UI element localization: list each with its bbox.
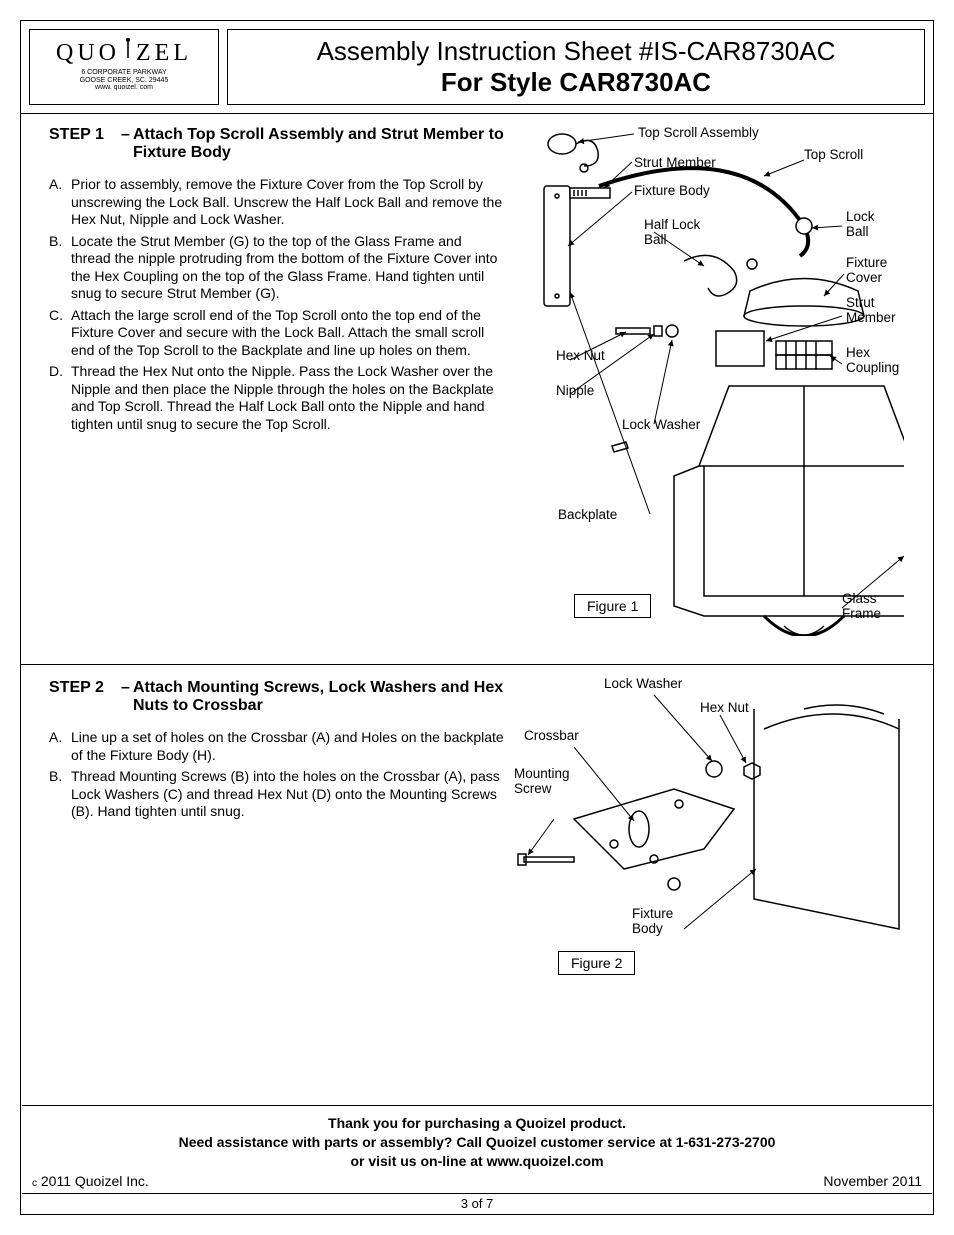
callout-nipple: Nipple [556,384,594,399]
logo-left: QUO [56,40,120,66]
step2-dash: – [121,679,133,715]
footer-message: Thank you for purchasing a Quoizel produ… [22,1105,932,1173]
callout-lock-ball: Lock Ball [846,210,875,240]
callout-strut-member: Strut Member [846,296,896,326]
step1-list: A.Prior to assembly, remove the Fixture … [49,176,504,433]
footer-copyright: c 2011 Quoizel Inc. [32,1173,149,1189]
figure2-svg [504,679,904,979]
step2-title: Attach Mounting Screws, Lock Washers and… [133,679,504,715]
callout-lock-washer: Lock Washer [622,418,700,433]
callout-hex-nut2: Hex Nut [700,701,749,716]
callout-mounting-screw: Mounting Screw [514,767,570,797]
step1-dash: – [121,126,133,162]
figure1-box: Top Scroll Assembly Strut Member Top Scr… [504,126,913,646]
figure1-label: Figure 1 [574,594,651,618]
item-text: Thread Mounting Screws (B) into the hole… [71,768,504,821]
callout-glass-frame: Glass Frame [842,592,881,622]
item-letter: B. [49,233,71,303]
list-item: D.Thread the Hex Nut onto the Nipple. Pa… [49,363,504,433]
list-item: B.Locate the Strut Member (G) to the top… [49,233,504,303]
step2-list: A.Line up a set of holes on the Crossbar… [49,729,504,821]
lamp-icon [120,36,136,62]
item-text: Thread the Hex Nut onto the Nipple. Pass… [71,363,504,433]
item-text: Line up a set of holes on the Crossbar (… [71,729,504,764]
list-item: A.Prior to assembly, remove the Fixture … [49,176,504,229]
copyright-icon: c [32,1178,37,1189]
footer-line3: or visit us on-line at www.quoizel.com [32,1152,922,1171]
step2-label: STEP 2 [49,679,121,715]
page-number: 3 of 7 [22,1193,932,1213]
step1-block: STEP 1 – Attach Top Scroll Assembly and … [21,114,933,664]
copyright-text: 2011 Quoizel Inc. [41,1173,149,1189]
item-letter: C. [49,307,71,360]
item-text: Locate the Strut Member (G) to the top o… [71,233,504,303]
page: QUO ZEL 6 CORPORATE PARKWAY GOOSE CREEK, … [0,0,954,1235]
step1-text: STEP 1 – Attach Top Scroll Assembly and … [49,126,504,646]
callout-fixture-body2: Fixture Body [632,907,673,937]
item-letter: B. [49,768,71,821]
item-text: Prior to assembly, remove the Fixture Co… [71,176,504,229]
step2-block: STEP 2 – Attach Mounting Screws, Lock Wa… [21,665,933,1007]
footer-date: November 2011 [823,1173,922,1189]
list-item: A.Line up a set of holes on the Crossbar… [49,729,504,764]
header: QUO ZEL 6 CORPORATE PARKWAY GOOSE CREEK, … [21,21,933,114]
outer-frame: QUO ZEL 6 CORPORATE PARKWAY GOOSE CREEK, … [20,20,934,1215]
footer-bar: c 2011 Quoizel Inc. November 2011 [22,1173,932,1193]
title-line1: Assembly Instruction Sheet #IS-CAR8730AC [228,36,924,67]
figure2-label: Figure 2 [558,951,635,975]
step2-text: STEP 2 – Attach Mounting Screws, Lock Wa… [49,679,504,989]
figure2-box: Lock Washer Hex Nut Crossbar Mounting Sc… [504,679,913,989]
logo-box: QUO ZEL 6 CORPORATE PARKWAY GOOSE CREEK, … [29,29,219,105]
step2-heading: STEP 2 – Attach Mounting Screws, Lock Wa… [49,679,504,715]
callout-top-scroll-assembly: Top Scroll Assembly [638,126,759,141]
footer-line2: Need assistance with parts or assembly? … [32,1133,922,1152]
callout-crossbar: Crossbar [524,729,579,744]
logo-addr3: www. quoizel. com [34,84,214,92]
logo-address: 6 CORPORATE PARKWAY GOOSE CREEK, SC. 294… [34,69,214,92]
logo-addr1: 6 CORPORATE PARKWAY [34,69,214,77]
title-line2: For Style CAR8730AC [228,67,924,98]
callout-lock-washer2: Lock Washer [604,677,682,692]
logo-addr2: GOOSE CREEK, SC. 29445 [34,77,214,85]
callout-backplate: Backplate [558,508,617,523]
callout-hex-coupling: Hex Coupling [846,346,899,376]
footer-line1: Thank you for purchasing a Quoizel produ… [32,1114,922,1133]
item-text: Attach the large scroll end of the Top S… [71,307,504,360]
title-box: Assembly Instruction Sheet #IS-CAR8730AC… [227,29,925,105]
callout-top-scroll: Top Scroll [804,148,863,163]
logo-right: ZEL [136,40,192,66]
step1-title: Attach Top Scroll Assembly and Strut Mem… [133,126,504,162]
footer-block: Thank you for purchasing a Quoizel produ… [22,1105,932,1213]
callout-fixture-body: Fixture Body [634,184,710,199]
callout-half-lock-ball: Half Lock Ball [644,218,700,248]
item-letter: A. [49,176,71,229]
callout-strut-member-top: Strut Member [634,156,716,171]
step1-heading: STEP 1 – Attach Top Scroll Assembly and … [49,126,504,162]
list-item: C.Attach the large scroll end of the Top… [49,307,504,360]
callout-hex-nut: Hex Nut [556,349,605,364]
list-item: B.Thread Mounting Screws (B) into the ho… [49,768,504,821]
item-letter: D. [49,363,71,433]
step1-label: STEP 1 [49,126,121,162]
item-letter: A. [49,729,71,764]
logo-name: QUO ZEL [34,36,214,67]
callout-fixture-cover: Fixture Cover [846,256,887,286]
